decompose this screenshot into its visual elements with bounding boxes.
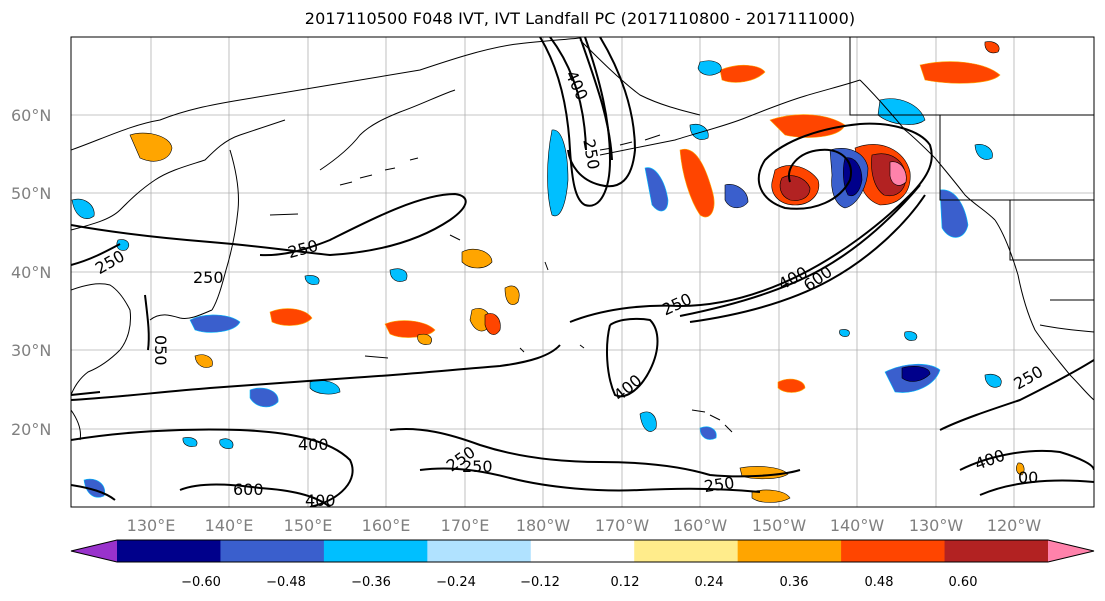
- colorbar-tick-label: 0.24: [695, 575, 724, 590]
- contour-label: 050: [151, 335, 170, 366]
- colorbar-tick-label: 0.48: [865, 575, 894, 590]
- contour-label: 600: [233, 480, 264, 499]
- colorbar: −0.60 −0.48 −0.36 −0.24 −0.12 0.12 0.24 …: [70, 539, 1095, 590]
- lat-label: 20°N: [11, 420, 51, 439]
- contour-label: 400: [562, 67, 592, 103]
- colorbar-segment: [841, 540, 946, 562]
- contour-label: 250: [462, 457, 493, 476]
- colorbar-tick-label: −0.12: [520, 575, 560, 590]
- contour-label: 250: [92, 246, 128, 278]
- colorbar-segment: [530, 540, 635, 562]
- islands: [269, 134, 733, 433]
- colorbar-tick-label: −0.24: [436, 575, 476, 590]
- lon-label: 170°W: [595, 516, 650, 535]
- ivt-pc-filled-contours: [71, 41, 1025, 503]
- contour-label: 400: [305, 491, 336, 510]
- lat-label: 30°N: [11, 341, 51, 360]
- lon-label: 170°E: [441, 516, 490, 535]
- lon-label: 160°E: [362, 516, 411, 535]
- contour-label: 400: [298, 435, 329, 454]
- colorbar-segment: [634, 540, 739, 562]
- colorbar-tick-label: 0.36: [780, 575, 809, 590]
- map-frame: [70, 36, 1095, 508]
- latitude-labels: 60°N 50°N 40°N 30°N 20°N: [11, 106, 51, 439]
- gridlines: [71, 37, 1094, 507]
- colorbar-tick-label: −0.60: [181, 575, 221, 590]
- colorbar-segment: [220, 540, 325, 562]
- contour-label: 400: [610, 371, 646, 405]
- lon-label: 120°W: [987, 516, 1042, 535]
- colorbar-segment: [117, 540, 221, 562]
- contour-label: 250: [286, 236, 320, 262]
- colorbar-segments: [70, 539, 1095, 563]
- colorbar-outline: [70, 539, 1095, 563]
- contour-label: 250: [703, 473, 736, 496]
- colorbar-segment: [737, 540, 842, 562]
- lon-label: 130°E: [127, 516, 176, 535]
- colorbar-segment: [323, 540, 428, 562]
- contour-label: 00: [1018, 468, 1038, 487]
- colorbar-tick-labels: −0.60 −0.48 −0.36 −0.24 −0.12 0.12 0.24 …: [181, 575, 977, 590]
- coastlines: [71, 37, 1094, 441]
- ivt-line-contours: [71, 37, 1094, 507]
- contour-label: 250: [579, 138, 603, 171]
- lat-label: 40°N: [11, 263, 51, 282]
- colorbar-extend-high: [1048, 540, 1094, 562]
- lon-label: 180°W: [516, 516, 571, 535]
- lat-label: 50°N: [11, 184, 51, 203]
- contour-label: 400: [972, 446, 1007, 474]
- colorbar-segment: [944, 540, 1049, 562]
- lon-label: 150°W: [752, 516, 807, 535]
- lon-label: 140°W: [830, 516, 885, 535]
- lon-label: 130°W: [909, 516, 964, 535]
- colorbar-tick-label: 0.12: [611, 575, 640, 590]
- colorbar-tick-label: −0.48: [266, 575, 306, 590]
- contour-label: 600: [800, 262, 836, 295]
- figure-title: 2017110500 F048 IVT, IVT Landfall PC (20…: [304, 9, 856, 28]
- lat-label: 60°N: [11, 106, 51, 125]
- lon-label: 160°W: [673, 516, 728, 535]
- colorbar-extend-low: [71, 540, 117, 562]
- longitude-labels: 130°E 140°E 150°E 160°E 170°E 180°W 170°…: [127, 516, 1042, 535]
- colorbar-tick-label: 0.60: [949, 575, 978, 590]
- contour-label: 250: [193, 268, 224, 287]
- colorbar-tick-label: −0.36: [351, 575, 391, 590]
- colorbar-segment: [427, 540, 532, 562]
- lon-label: 140°E: [205, 516, 254, 535]
- lon-label: 150°E: [284, 516, 333, 535]
